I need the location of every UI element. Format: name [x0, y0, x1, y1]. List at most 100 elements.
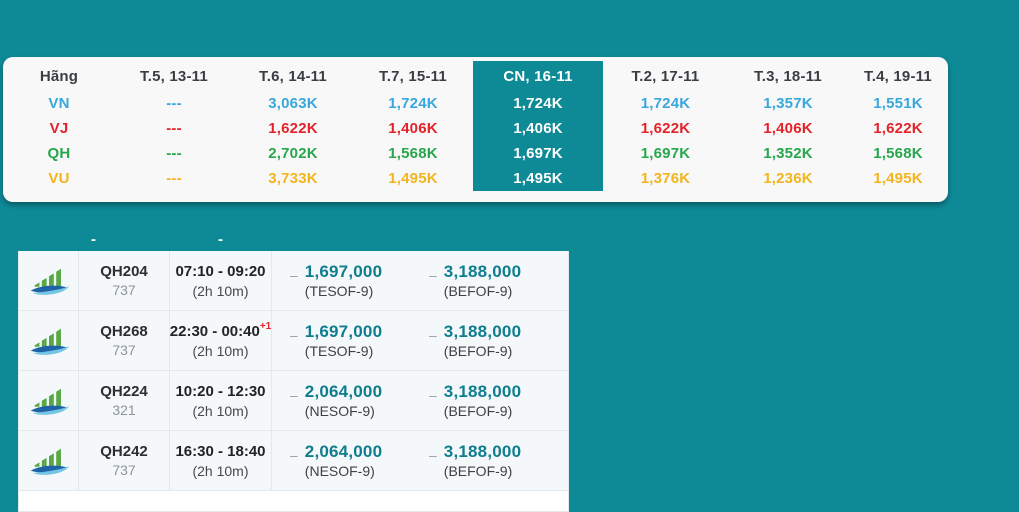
bamboo-airways-logo	[19, 251, 79, 310]
fare-cell[interactable]: ---	[166, 145, 182, 162]
flight-number: QH204	[100, 263, 148, 280]
fare-price: 2,064,000	[304, 382, 383, 401]
fare-dash: –	[429, 327, 437, 343]
fare-cell[interactable]: 1,357K	[763, 95, 813, 112]
fare-option-economy[interactable]: – 1,697,000 (TESOF-9)	[290, 322, 429, 359]
departure-arrival-time: 10:20 - 12:30	[175, 383, 266, 400]
fare-option-business[interactable]: – 3,188,000 (BEFOF-9)	[429, 262, 568, 299]
fare-cell[interactable]: 1,376K	[640, 170, 691, 187]
flight-number: QH268	[100, 323, 148, 340]
flight-number-cell: QH204 737	[79, 251, 170, 310]
fare-calendar-grid: Hãng T.5, 13-11 T.6, 14-11 T.7, 15-11 CN…	[3, 61, 948, 191]
fare-cell[interactable]: 1,622K	[640, 120, 691, 137]
fare-code: (BEFOF-9)	[443, 403, 513, 419]
airline-code-vj: VJ	[49, 120, 69, 137]
fare-col-header-date[interactable]: T.5, 13-11	[140, 67, 208, 85]
fare-cell[interactable]: 1,406K	[388, 120, 438, 137]
fare-col-header-date[interactable]: T.2, 17-11	[631, 67, 700, 85]
fare-cell-selected[interactable]: 1,724K	[473, 91, 603, 116]
fare-col-header-date[interactable]: T.3, 18-11	[754, 67, 822, 85]
flight-number-cell: QH224 321	[79, 371, 170, 430]
fare-col-header-date[interactable]: T.7, 15-11	[379, 67, 447, 85]
fare-cell-selected[interactable]: 1,406K	[473, 116, 603, 141]
fare-cell[interactable]: 1,495K	[873, 170, 923, 187]
time-cell: 22:30 - 00:40+1 (2h 10m)	[170, 311, 272, 370]
fare-price: 3,188,000	[443, 382, 522, 401]
departure-arrival-time: 16:30 - 18:40	[175, 443, 266, 460]
fare-cell[interactable]: 1,236K	[763, 170, 813, 187]
fare-cell[interactable]: 1,352K	[763, 145, 813, 162]
fare-cell[interactable]: 1,568K	[873, 145, 923, 162]
flight-row[interactable]: QH268 737 22:30 - 00:40+1 (2h 10m) – 1,6…	[19, 311, 568, 371]
fare-code: (BEFOF-9)	[443, 463, 513, 479]
fare-dash: –	[290, 267, 298, 283]
fare-option-economy[interactable]: – 2,064,000 (NESOF-9)	[290, 382, 429, 419]
bamboo-airways-logo	[19, 371, 79, 430]
fare-code: (NESOF-9)	[304, 463, 375, 479]
fare-cell[interactable]: 1,697K	[640, 145, 691, 162]
flight-row[interactable]: QH204 737 07:10 - 09:20 (2h 10m) – 1,697…	[19, 251, 568, 311]
fare-cell-selected[interactable]: 1,495K	[473, 166, 603, 191]
flight-row[interactable]: QH242 737 16:30 - 18:40 (2h 10m) – 2,064…	[19, 431, 568, 491]
fare-dash: –	[290, 447, 298, 463]
fare-cell[interactable]: 1,724K	[640, 95, 691, 112]
fare-price: 3,188,000	[443, 262, 522, 281]
airline-code-qh: QH	[47, 145, 71, 162]
fare-cell[interactable]: 1,622K	[873, 120, 923, 137]
flight-row[interactable]: QH224 321 10:20 - 12:30 (2h 10m) – 2,064…	[19, 371, 568, 431]
fare-cell[interactable]: 1,724K	[388, 95, 438, 112]
fare-cell[interactable]: ---	[166, 120, 182, 137]
fare-option-business[interactable]: – 3,188,000 (BEFOF-9)	[429, 382, 568, 419]
fare-col-header-date[interactable]: T.4, 19-11	[864, 67, 932, 85]
time-cell: 10:20 - 12:30 (2h 10m)	[170, 371, 272, 430]
fare-cell[interactable]: 1,551K	[873, 95, 923, 112]
column-sort-dash: -	[218, 231, 223, 248]
fare-cell[interactable]: 1,406K	[763, 120, 813, 137]
fare-code: (NESOF-9)	[304, 403, 375, 419]
column-sort-dash: -	[91, 231, 96, 248]
fare-dash: –	[429, 387, 437, 403]
fare-price: 2,064,000	[304, 442, 383, 461]
fare-option-business[interactable]: – 3,188,000 (BEFOF-9)	[429, 442, 568, 479]
flight-duration: (2h 10m)	[192, 343, 249, 359]
flight-duration: (2h 10m)	[192, 463, 249, 479]
fare-code: (BEFOF-9)	[443, 283, 513, 299]
fare-option-economy[interactable]: – 2,064,000 (NESOF-9)	[290, 442, 429, 479]
flight-number-cell: QH242 737	[79, 431, 170, 490]
airline-code-vu: VU	[48, 170, 70, 187]
bamboo-airways-logo	[19, 311, 79, 370]
flight-number: QH242	[100, 443, 148, 460]
fare-price: 1,697,000	[304, 322, 383, 341]
fare-col-header-date[interactable]: T.6, 14-11	[259, 67, 327, 85]
fares-cell: – 2,064,000 (NESOF-9) – 3,188,000 (BEFOF…	[272, 431, 568, 490]
fares-cell: – 2,064,000 (NESOF-9) – 3,188,000 (BEFOF…	[272, 371, 568, 430]
fare-code: (BEFOF-9)	[443, 343, 513, 359]
fare-price: 3,188,000	[443, 322, 522, 341]
airline-code-vn: VN	[48, 95, 70, 112]
fare-cell[interactable]: 1,568K	[388, 145, 438, 162]
aircraft-type: 737	[112, 282, 136, 298]
fare-dash: –	[290, 327, 298, 343]
fares-cell: – 1,697,000 (TESOF-9) – 3,188,000 (BEFOF…	[272, 251, 568, 310]
fare-cell[interactable]: 1,622K	[268, 120, 318, 137]
fare-code: (TESOF-9)	[304, 283, 374, 299]
fare-cell[interactable]: 3,063K	[268, 95, 318, 112]
aircraft-type: 321	[112, 402, 136, 418]
fare-col-header-airline: Hãng	[39, 67, 79, 85]
time-cell: 16:30 - 18:40 (2h 10m)	[170, 431, 272, 490]
fare-option-business[interactable]: – 3,188,000 (BEFOF-9)	[429, 322, 568, 359]
fare-cell[interactable]: 3,733K	[268, 170, 318, 187]
fare-price: 1,697,000	[304, 262, 383, 281]
fare-option-economy[interactable]: – 1,697,000 (TESOF-9)	[290, 262, 429, 299]
fare-cell-selected[interactable]: 1,697K	[473, 141, 603, 166]
fare-dash: –	[429, 447, 437, 463]
flight-times: 22:30 - 00:40+1	[170, 321, 272, 340]
aircraft-type: 737	[112, 342, 136, 358]
next-day-indicator: +1	[259, 321, 272, 332]
fare-cell[interactable]: ---	[166, 170, 182, 187]
fare-cell[interactable]: 1,495K	[388, 170, 438, 187]
fare-cell[interactable]: 2,702K	[268, 145, 318, 162]
departure-arrival-time: 07:10 - 09:20	[175, 263, 266, 280]
fare-col-header-date-selected[interactable]: CN, 16-11	[473, 61, 603, 91]
fare-cell[interactable]: ---	[166, 95, 182, 112]
